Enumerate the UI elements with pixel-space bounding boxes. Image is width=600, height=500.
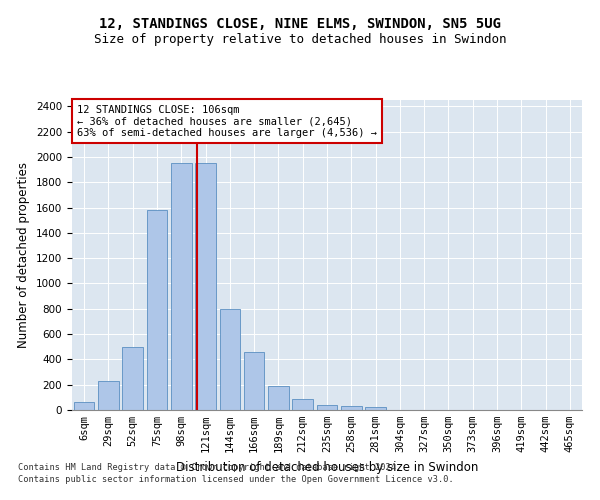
Text: Size of property relative to detached houses in Swindon: Size of property relative to detached ho… (94, 32, 506, 46)
Bar (244, 352, 265, 410)
Y-axis label: Number of detached properties: Number of detached properties (17, 162, 31, 348)
Bar (74, 402, 94, 410)
Bar (268, 386, 289, 410)
Bar (122, 346, 143, 410)
Text: Contains HM Land Registry data © Crown copyright and database right 2024.: Contains HM Land Registry data © Crown c… (18, 464, 401, 472)
Bar (365, 408, 386, 410)
Bar (341, 406, 362, 410)
Bar (317, 405, 337, 410)
Bar (146, 210, 167, 410)
Bar (171, 164, 191, 410)
Bar (292, 398, 313, 410)
Bar (195, 164, 216, 410)
Text: 12, STANDINGS CLOSE, NINE ELMS, SWINDON, SN5 5UG: 12, STANDINGS CLOSE, NINE ELMS, SWINDON,… (99, 18, 501, 32)
Text: Contains public sector information licensed under the Open Government Licence v3: Contains public sector information licen… (18, 475, 454, 484)
X-axis label: Distribution of detached houses by size in Swindon: Distribution of detached houses by size … (176, 460, 478, 473)
Bar (98, 381, 119, 410)
Text: 12 STANDINGS CLOSE: 106sqm
← 36% of detached houses are smaller (2,645)
63% of s: 12 STANDINGS CLOSE: 106sqm ← 36% of deta… (77, 104, 377, 138)
Bar (220, 309, 240, 410)
